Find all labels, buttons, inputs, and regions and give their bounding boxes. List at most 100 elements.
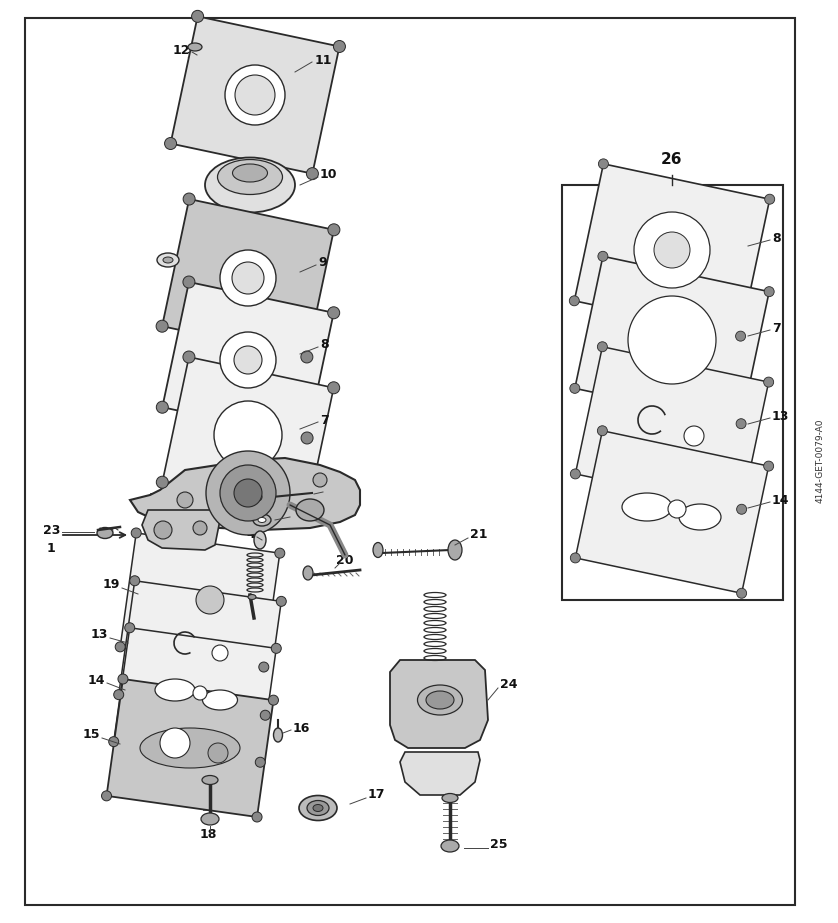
Text: 8: 8 bbox=[320, 339, 328, 352]
Text: 21: 21 bbox=[470, 529, 488, 542]
Circle shape bbox=[220, 250, 276, 306]
Ellipse shape bbox=[205, 158, 295, 212]
Text: 23: 23 bbox=[43, 523, 60, 536]
Ellipse shape bbox=[248, 594, 256, 600]
Ellipse shape bbox=[188, 43, 202, 51]
Circle shape bbox=[301, 507, 313, 519]
Circle shape bbox=[277, 596, 287, 606]
Ellipse shape bbox=[140, 728, 240, 768]
Circle shape bbox=[259, 662, 269, 672]
Ellipse shape bbox=[417, 685, 463, 715]
Circle shape bbox=[328, 223, 340, 235]
Text: 16: 16 bbox=[293, 722, 310, 735]
Circle shape bbox=[183, 351, 195, 363]
Circle shape bbox=[164, 138, 177, 150]
Circle shape bbox=[220, 332, 276, 388]
Ellipse shape bbox=[273, 728, 282, 742]
Text: 26: 26 bbox=[661, 152, 683, 167]
Circle shape bbox=[130, 576, 140, 586]
Text: 15: 15 bbox=[82, 728, 100, 741]
Ellipse shape bbox=[296, 499, 324, 521]
Circle shape bbox=[634, 212, 710, 288]
Text: 8: 8 bbox=[772, 232, 781, 245]
Circle shape bbox=[220, 465, 276, 521]
Polygon shape bbox=[390, 660, 488, 748]
Polygon shape bbox=[130, 458, 360, 530]
Ellipse shape bbox=[303, 566, 313, 580]
Ellipse shape bbox=[258, 518, 266, 522]
Ellipse shape bbox=[202, 775, 218, 785]
Ellipse shape bbox=[426, 691, 454, 709]
Circle shape bbox=[125, 623, 135, 633]
Text: 1: 1 bbox=[46, 542, 55, 555]
Circle shape bbox=[177, 492, 193, 508]
Circle shape bbox=[334, 41, 345, 53]
Circle shape bbox=[193, 686, 207, 700]
Ellipse shape bbox=[155, 679, 195, 701]
Polygon shape bbox=[400, 752, 480, 795]
Polygon shape bbox=[119, 581, 282, 715]
Circle shape bbox=[193, 521, 207, 535]
Circle shape bbox=[313, 473, 327, 487]
Circle shape bbox=[254, 493, 262, 501]
Circle shape bbox=[157, 476, 168, 488]
Text: 7: 7 bbox=[772, 321, 781, 334]
Circle shape bbox=[569, 295, 579, 306]
Circle shape bbox=[160, 728, 190, 758]
Circle shape bbox=[252, 812, 262, 822]
Text: 14: 14 bbox=[87, 674, 105, 687]
Text: 9: 9 bbox=[318, 256, 327, 269]
Ellipse shape bbox=[163, 257, 173, 263]
Circle shape bbox=[764, 287, 774, 296]
Circle shape bbox=[109, 737, 119, 747]
Circle shape bbox=[571, 553, 581, 563]
Circle shape bbox=[156, 320, 168, 332]
Ellipse shape bbox=[201, 813, 219, 825]
Ellipse shape bbox=[622, 493, 672, 521]
Circle shape bbox=[114, 689, 124, 700]
Ellipse shape bbox=[441, 840, 459, 852]
Circle shape bbox=[301, 432, 313, 444]
Circle shape bbox=[157, 402, 168, 414]
Circle shape bbox=[763, 378, 773, 387]
Polygon shape bbox=[163, 357, 334, 513]
Circle shape bbox=[196, 586, 224, 614]
Ellipse shape bbox=[97, 528, 113, 538]
Text: 4144-GET-0079-A0: 4144-GET-0079-A0 bbox=[815, 419, 825, 503]
Text: 4: 4 bbox=[246, 529, 255, 542]
Circle shape bbox=[301, 351, 313, 363]
Text: 19: 19 bbox=[102, 579, 120, 592]
Circle shape bbox=[597, 342, 608, 352]
Text: 11: 11 bbox=[315, 54, 333, 66]
Polygon shape bbox=[576, 347, 768, 509]
Circle shape bbox=[275, 548, 285, 558]
Circle shape bbox=[268, 695, 278, 705]
Circle shape bbox=[736, 419, 746, 428]
Circle shape bbox=[598, 159, 608, 169]
Circle shape bbox=[571, 469, 581, 479]
Circle shape bbox=[206, 451, 290, 535]
Circle shape bbox=[101, 791, 111, 801]
Text: 20: 20 bbox=[336, 554, 354, 567]
Text: 6: 6 bbox=[325, 484, 334, 497]
Text: 17: 17 bbox=[368, 788, 385, 801]
Circle shape bbox=[192, 10, 204, 22]
Circle shape bbox=[763, 462, 773, 471]
Circle shape bbox=[235, 75, 275, 115]
Circle shape bbox=[328, 382, 339, 394]
Text: 7: 7 bbox=[320, 414, 328, 426]
Ellipse shape bbox=[313, 805, 323, 811]
Circle shape bbox=[654, 232, 690, 268]
Circle shape bbox=[684, 426, 704, 446]
Circle shape bbox=[154, 521, 172, 539]
Circle shape bbox=[225, 65, 285, 125]
Circle shape bbox=[234, 346, 262, 374]
Ellipse shape bbox=[253, 514, 271, 526]
Ellipse shape bbox=[373, 543, 383, 557]
Ellipse shape bbox=[307, 800, 329, 816]
Circle shape bbox=[234, 479, 262, 507]
Circle shape bbox=[628, 296, 716, 384]
Polygon shape bbox=[142, 510, 220, 550]
Circle shape bbox=[597, 426, 608, 436]
Polygon shape bbox=[576, 431, 768, 593]
